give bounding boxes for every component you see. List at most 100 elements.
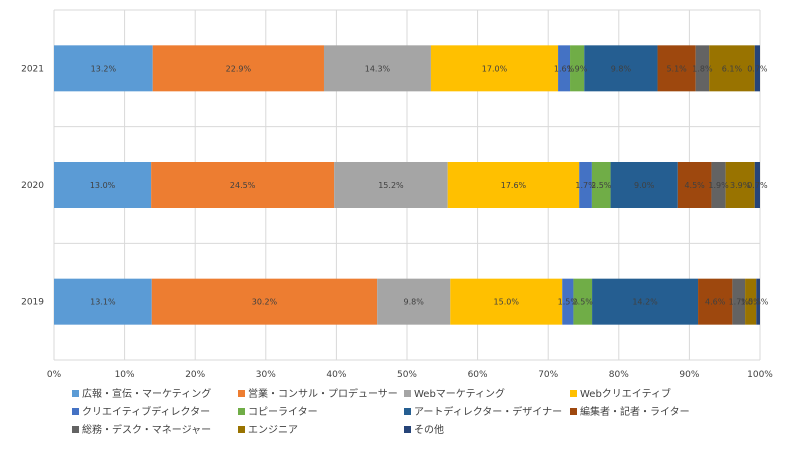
bar-segment <box>677 162 712 208</box>
legend-label: 広報・宣伝・マーケティング <box>82 387 211 400</box>
bar-segment <box>562 278 574 325</box>
legend-label: エンジニア <box>248 425 298 436</box>
legend-swatch <box>404 390 411 397</box>
data-label: 9.0% <box>634 181 655 190</box>
x-tick-label: 90% <box>679 370 699 380</box>
bar-segment <box>334 162 448 208</box>
y-tick-label: 2019 <box>21 298 44 308</box>
data-label: 15.2% <box>378 181 404 190</box>
data-label: 5.1% <box>666 64 687 73</box>
x-tick-label: 20% <box>185 370 205 380</box>
bar-segment <box>579 162 592 208</box>
bar-segment <box>151 278 378 325</box>
data-label: 13.1% <box>90 298 116 307</box>
data-label: 15.0% <box>494 298 520 307</box>
legend: 広報・宣伝・マーケティング 営業・コンサル・プロデューサー Webマーケティング We… <box>72 387 690 436</box>
bar-segment <box>695 45 710 92</box>
bar-segment <box>745 278 757 325</box>
legend-item: クリエイティブディレクター <box>72 405 210 418</box>
bar-segment <box>323 45 431 92</box>
x-tick-label: 70% <box>538 370 558 380</box>
bar-segment <box>591 162 611 208</box>
legend-swatch <box>238 390 245 397</box>
bar-segment <box>584 45 658 92</box>
data-label: 22.9% <box>226 64 252 73</box>
data-label: 1.8% <box>692 64 713 73</box>
data-label: 0.5% <box>748 298 769 307</box>
legend-item: エンジニア <box>238 425 298 436</box>
legend-swatch <box>570 390 577 397</box>
legend-label: Webマーケティング <box>414 387 505 400</box>
legend-label: その他 <box>414 423 444 436</box>
bar-segment <box>709 45 755 92</box>
bar-segment <box>754 45 760 92</box>
legend-swatch <box>404 426 411 433</box>
y-axis-labels: 2021 2020 2019 <box>21 64 44 307</box>
legend-swatch <box>72 408 79 415</box>
legend-label: 総務・デスク・マネージャー <box>82 423 211 436</box>
legend-label: コピーライター <box>248 406 318 418</box>
data-label: 24.5% <box>230 181 256 190</box>
legend-swatch <box>238 426 245 433</box>
data-label: 2.5% <box>591 181 612 190</box>
bar-segment <box>592 278 699 325</box>
data-label: 1.9% <box>567 64 588 73</box>
bar-segment <box>377 278 451 325</box>
x-axis-labels: 0% 10% 20% 30% 40% 50% 60% 70% 80% 90% 100% <box>47 370 773 380</box>
data-label: 30.2% <box>252 298 278 307</box>
x-tick-label: 10% <box>115 370 135 380</box>
x-tick-label: 0% <box>47 370 62 380</box>
legend-swatch <box>570 408 577 415</box>
bar-segment <box>573 278 593 325</box>
legend-item: 編集者・記者・ライター <box>570 405 690 418</box>
data-label: 1.7% <box>575 181 596 190</box>
bar-segment <box>54 162 152 208</box>
data-label: 2.5% <box>573 298 594 307</box>
data-label: 17.0% <box>482 64 508 73</box>
data-label: 3.9% <box>730 181 751 190</box>
legend-label: Webクリエイティブ <box>580 387 671 400</box>
legend-item: コピーライター <box>238 406 318 418</box>
data-label: 1.5% <box>741 298 762 307</box>
x-tick-label: 100% <box>747 370 773 380</box>
x-tick-label: 60% <box>468 370 488 380</box>
x-tick-label: 80% <box>609 370 629 380</box>
bar-segment <box>711 162 726 208</box>
data-label: 6.1% <box>722 64 743 73</box>
bar-segment <box>610 162 678 208</box>
bar-segment <box>430 45 559 92</box>
bar-segment <box>756 278 760 325</box>
bar-segment <box>450 278 563 325</box>
legend-item: 広報・宣伝・マーケティング <box>72 387 211 400</box>
legend-item: 営業・コンサル・プロデューサー <box>238 387 398 400</box>
data-label: 0.7% <box>747 181 768 190</box>
y-tick-label: 2021 <box>21 64 44 74</box>
legend-item: Webマーケティング <box>404 387 505 400</box>
data-label: 14.2% <box>632 298 658 307</box>
legend-label: 営業・コンサル・プロデューサー <box>248 387 398 400</box>
legend-label: アートディレクター・デザイナー <box>414 405 562 418</box>
legend-swatch <box>72 390 79 397</box>
data-label: 1.6% <box>554 64 575 73</box>
x-tick-label: 30% <box>256 370 276 380</box>
data-label: 1.9% <box>708 181 729 190</box>
data-label: 14.3% <box>365 64 391 73</box>
data-label: 4.5% <box>684 181 705 190</box>
bar-segment <box>732 278 746 325</box>
legend-item: その他 <box>404 423 444 436</box>
legend-swatch <box>404 408 411 415</box>
bar-segment <box>447 162 580 208</box>
bar-segment <box>754 162 760 208</box>
bar-segment <box>54 45 153 92</box>
bar-segment <box>152 45 324 92</box>
bars <box>54 45 760 325</box>
data-labels: 13.2% 22.9% 14.3% 17.0% 1.6%1.9% 9.8% 5.1% 1.8%… <box>90 64 769 306</box>
bar-segment <box>570 45 585 92</box>
x-tick-label: 40% <box>326 370 346 380</box>
legend-item: Webクリエイティブ <box>570 387 671 400</box>
data-label: 9.8% <box>611 64 632 73</box>
bar-segment <box>151 162 335 208</box>
bar-segment <box>657 45 696 92</box>
data-label: 9.8% <box>404 298 425 307</box>
